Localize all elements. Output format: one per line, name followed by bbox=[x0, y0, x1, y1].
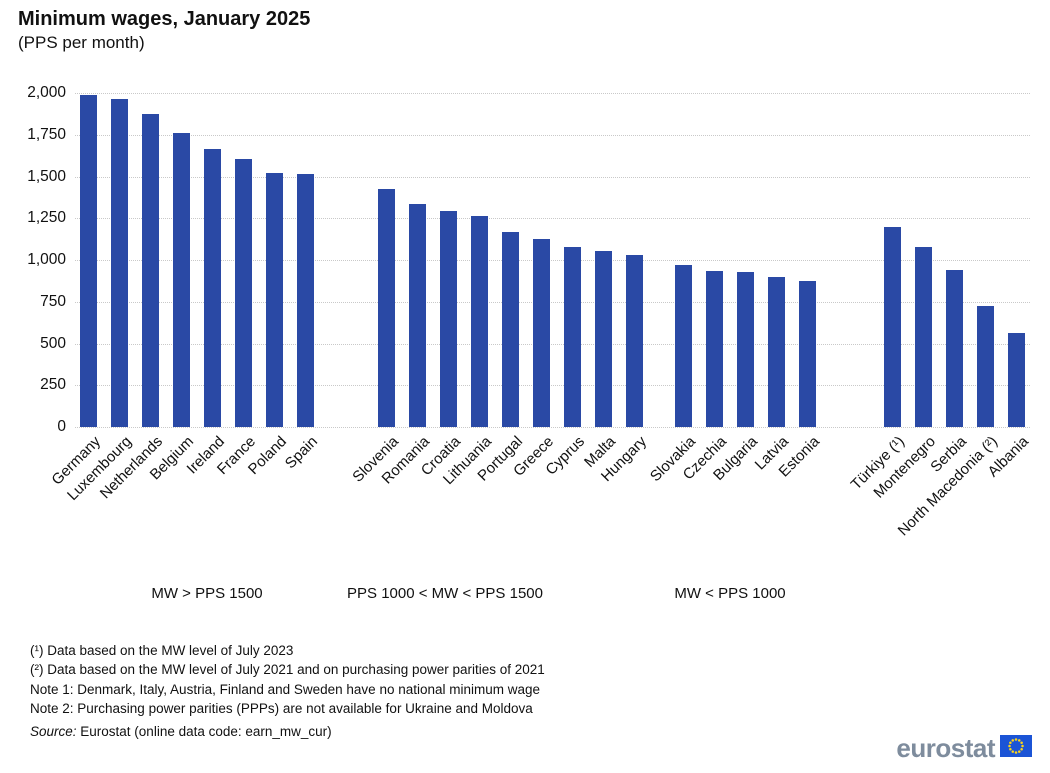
bar-group-3 bbox=[675, 93, 816, 427]
gridline bbox=[75, 176, 1030, 178]
footnote-line: Note 2: Purchasing power parities (PPPs)… bbox=[30, 701, 533, 717]
bar bbox=[297, 174, 314, 427]
bar bbox=[378, 189, 395, 427]
footnotes: (¹) Data based on the MW level of July 2… bbox=[30, 641, 545, 741]
bar-group-2 bbox=[378, 93, 643, 427]
bar bbox=[80, 95, 97, 427]
bar bbox=[471, 216, 488, 427]
bar bbox=[173, 133, 190, 427]
gridline bbox=[75, 301, 1030, 303]
source-line: Source: Eurostat (online data code: earn… bbox=[30, 722, 545, 741]
y-tick-label: 250 bbox=[40, 376, 66, 394]
gridline bbox=[75, 93, 1030, 94]
bar bbox=[533, 239, 550, 427]
bar bbox=[564, 247, 581, 427]
eurostat-logo: eurostat bbox=[896, 733, 1032, 764]
bar bbox=[915, 247, 932, 427]
bar bbox=[266, 173, 283, 427]
bar bbox=[142, 114, 159, 427]
y-tick-label: 0 bbox=[57, 418, 66, 435]
bar bbox=[502, 232, 519, 427]
bar bbox=[675, 265, 692, 427]
y-tick-label: 500 bbox=[40, 334, 66, 352]
footnote-lines: (¹) Data based on the MW level of July 2… bbox=[30, 641, 545, 719]
bar bbox=[799, 281, 816, 427]
gridline bbox=[75, 260, 1030, 261]
gridline bbox=[75, 427, 1030, 428]
bar bbox=[977, 306, 994, 427]
bar-group-4 bbox=[884, 93, 1025, 427]
bar bbox=[440, 211, 457, 427]
bar bbox=[1008, 333, 1025, 427]
footnote-line: Note 1: Denmark, Italy, Austria, Finland… bbox=[30, 681, 541, 697]
bar bbox=[626, 255, 643, 427]
y-tick-label: 1,750 bbox=[27, 125, 66, 143]
x-axis-label: Serbia bbox=[926, 433, 970, 476]
footnote-line: (¹) Data based on the MW level of July 2… bbox=[30, 643, 294, 658]
y-tick-label: 1,500 bbox=[27, 167, 66, 185]
gridline bbox=[75, 343, 1030, 345]
eu-flag-icon bbox=[1000, 735, 1032, 762]
y-tick-label: 2,000 bbox=[27, 84, 66, 101]
bar bbox=[737, 272, 754, 427]
bar bbox=[706, 271, 723, 427]
plot-area bbox=[75, 93, 1030, 428]
bar-chart: MW > PPS 1500 PPS 1000 < MW < PPS 1500 MW … bbox=[48, 93, 1032, 613]
bar bbox=[235, 159, 252, 427]
y-tick-label: 1,000 bbox=[27, 251, 66, 268]
bar bbox=[595, 251, 612, 427]
source-prefix: Source: bbox=[30, 723, 77, 739]
range-label: MW > PPS 1500 bbox=[151, 585, 263, 602]
gridline bbox=[75, 134, 1030, 136]
bar bbox=[204, 149, 221, 427]
bar bbox=[946, 270, 963, 427]
range-label: MW < PPS 1000 bbox=[674, 585, 786, 602]
bar bbox=[768, 277, 785, 427]
gridline bbox=[75, 218, 1030, 220]
bar-group-1 bbox=[80, 93, 314, 427]
gridline bbox=[75, 385, 1030, 387]
page-subtitle: (PPS per month) bbox=[18, 33, 145, 52]
y-tick-label: 1,250 bbox=[27, 209, 66, 227]
eurostat-logo-text: eurostat bbox=[896, 733, 995, 763]
range-label: PPS 1000 < MW < PPS 1500 bbox=[347, 585, 543, 602]
y-tick-label: 750 bbox=[40, 292, 66, 310]
source-text: Eurostat (online data code: earn_mw_cur) bbox=[76, 723, 332, 739]
footnote-line: (²) Data based on the MW level of July 2… bbox=[30, 662, 545, 678]
x-axis-label: Bulgaria bbox=[709, 433, 761, 484]
bar bbox=[111, 99, 128, 427]
page-title: Minimum wages, January 2025 bbox=[18, 8, 311, 30]
bar bbox=[409, 204, 426, 427]
bar bbox=[884, 227, 901, 427]
